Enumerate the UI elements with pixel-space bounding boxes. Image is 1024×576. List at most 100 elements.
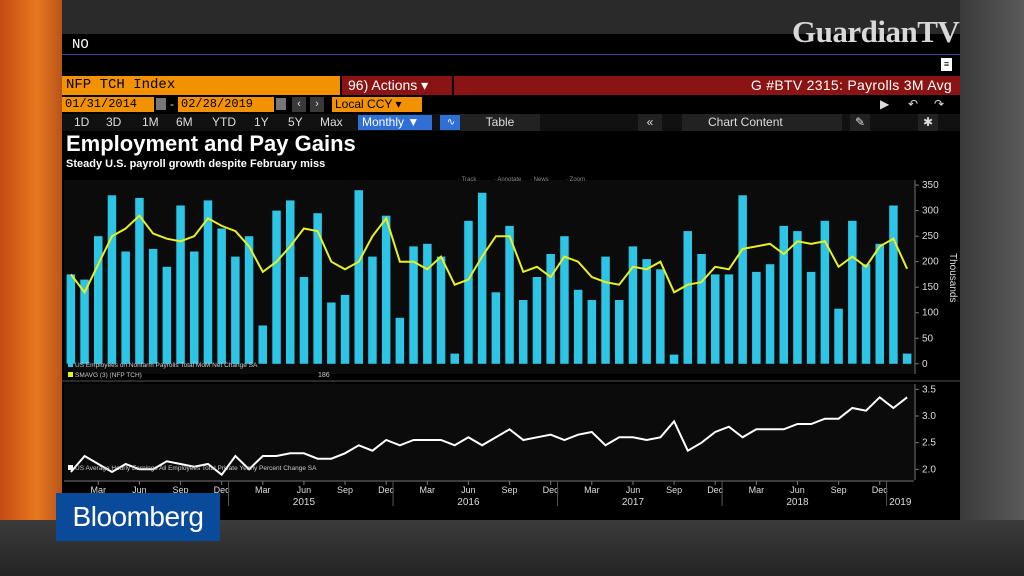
y-tick-label: 250 (922, 231, 939, 242)
payroll-bar (834, 308, 843, 364)
collapse-icon[interactable]: « (638, 114, 662, 131)
x-year-label: 2019 (889, 497, 912, 508)
payroll-bar (683, 231, 692, 364)
period-1y[interactable]: 1Y (254, 115, 269, 129)
payroll-bar (806, 271, 816, 364)
payroll-bar (505, 225, 514, 364)
y-tick-label: 0 (922, 359, 928, 370)
payroll-bar (724, 274, 734, 364)
payroll-bar (848, 220, 857, 364)
payroll-bar (861, 264, 871, 364)
date-range-bar: 01/31/2014 - 02/28/2019 ‹ › Local CCY ▾ … (62, 97, 960, 113)
studio-background-left (0, 0, 62, 576)
chart-content-button[interactable]: Chart Content (682, 114, 842, 131)
payroll-bar (875, 243, 884, 364)
period-3d[interactable]: 3D (106, 115, 122, 129)
legend-swatch-smavg (68, 372, 73, 377)
chart-title: Employment and Pay Gains (66, 131, 356, 156)
prev-arrow-icon[interactable]: ‹ (292, 97, 306, 112)
next-arrow-icon[interactable]: › (310, 97, 324, 112)
payroll-bar (299, 277, 309, 364)
payroll-bar (203, 200, 213, 364)
payroll-bar (244, 236, 254, 364)
legend-swatch-payrolls (68, 362, 73, 367)
play-icon[interactable]: ▶ (880, 97, 890, 111)
payroll-bar (258, 325, 267, 364)
period-5y[interactable]: 5Y (288, 115, 303, 129)
frequency-select[interactable]: Monthly ▼ (358, 115, 432, 130)
payroll-bar (697, 254, 706, 364)
date-separator: - (170, 97, 174, 111)
payroll-bar (738, 195, 747, 364)
payroll-bar (162, 266, 172, 364)
document-icon[interactable]: ≡ (941, 58, 952, 71)
payroll-bar (148, 248, 158, 364)
calendar-icon[interactable] (156, 98, 166, 110)
payroll-bar (381, 215, 391, 364)
line-chart-icon[interactable]: ∿ (440, 115, 462, 130)
ticker-field[interactable]: NFP TCH Index (62, 76, 340, 95)
command-line[interactable]: NO (62, 36, 960, 55)
payroll-bar (765, 264, 775, 364)
payroll-bar (395, 317, 405, 364)
legend-earnings: US Average Hourly Earnings All Employees… (75, 465, 317, 472)
toolbar-annotate: · Annotate (494, 177, 522, 183)
payroll-bar (231, 256, 240, 364)
redo-icon[interactable]: ↷ (934, 97, 945, 111)
toolbar-track: · Track (458, 177, 477, 183)
x-month-label: Mar (584, 485, 600, 495)
period-max[interactable]: Max (320, 115, 343, 129)
x-month-label: Dec (872, 485, 889, 495)
payroll-bar (80, 279, 89, 364)
payroll-bar (615, 300, 624, 364)
y-tick-label: 350 (922, 180, 939, 191)
x-month-label: Jun (461, 485, 476, 495)
chart-subtitle: Steady U.S. payroll growth despite Febru… (66, 158, 326, 170)
y-tick-label: 150 (922, 282, 939, 293)
payroll-bar (902, 353, 912, 364)
bloomberg-logo: Bloomberg (56, 493, 220, 541)
payroll-bar (464, 220, 473, 364)
studio-background-right (960, 0, 1024, 576)
period-1m[interactable]: 1M (142, 115, 159, 129)
payroll-bar (94, 236, 103, 364)
gear-icon[interactable]: ✱ (918, 114, 938, 131)
currency-label: Local CCY (335, 97, 393, 111)
payroll-bar (642, 259, 651, 364)
undo-icon[interactable]: ↶ (908, 97, 919, 111)
currency-select[interactable]: Local CCY ▾ (332, 97, 422, 112)
period-toolbar: 1D 3D 1M 6M YTD 1Y 5Y Max Monthly ▼ ∿ Ta… (62, 114, 960, 131)
y2-tick-label: 3.5 (922, 384, 936, 395)
actions-menu[interactable]: 96) Actions ▾ (342, 76, 452, 95)
table-button[interactable]: Table (460, 114, 540, 131)
calendar-icon[interactable] (276, 98, 286, 110)
payroll-bar (135, 197, 144, 364)
x-year-label: 2017 (622, 497, 645, 508)
period-1d[interactable]: 1D (74, 115, 90, 129)
start-date-field[interactable]: 01/31/2014 (62, 97, 154, 112)
payroll-bar (793, 231, 802, 364)
edit-icon[interactable]: ✎ (850, 114, 870, 131)
payroll-bar (573, 289, 583, 364)
toolbar-zoom: · Zoom (566, 177, 585, 183)
payroll-bar (176, 205, 185, 364)
payroll-bar (286, 200, 295, 364)
period-6m[interactable]: 6M (176, 115, 193, 129)
y-tick-label: 200 (922, 257, 939, 268)
period-ytd[interactable]: YTD (212, 115, 236, 129)
payroll-bar (450, 353, 459, 364)
payroll-bar (272, 210, 281, 364)
payroll-bar (532, 277, 542, 364)
end-date-field[interactable]: 02/28/2019 (178, 97, 274, 112)
screen-title: G #BTV 2315: Payrolls 3M Avg (454, 76, 960, 95)
payroll-bar (491, 292, 501, 364)
payroll-bar (711, 274, 720, 364)
x-month-label: Sep (666, 485, 682, 495)
x-month-label: Mar (255, 485, 271, 495)
x-month-label: Sep (502, 485, 518, 495)
payroll-bar (354, 190, 363, 364)
y2-tick-label: 2.0 (922, 464, 936, 475)
payroll-bar (66, 274, 76, 364)
x-month-label: Mar (749, 485, 765, 495)
chart-canvas[interactable]: · Track · Annotate · News · Zoom 0 50 100 150 20… (62, 34, 960, 520)
